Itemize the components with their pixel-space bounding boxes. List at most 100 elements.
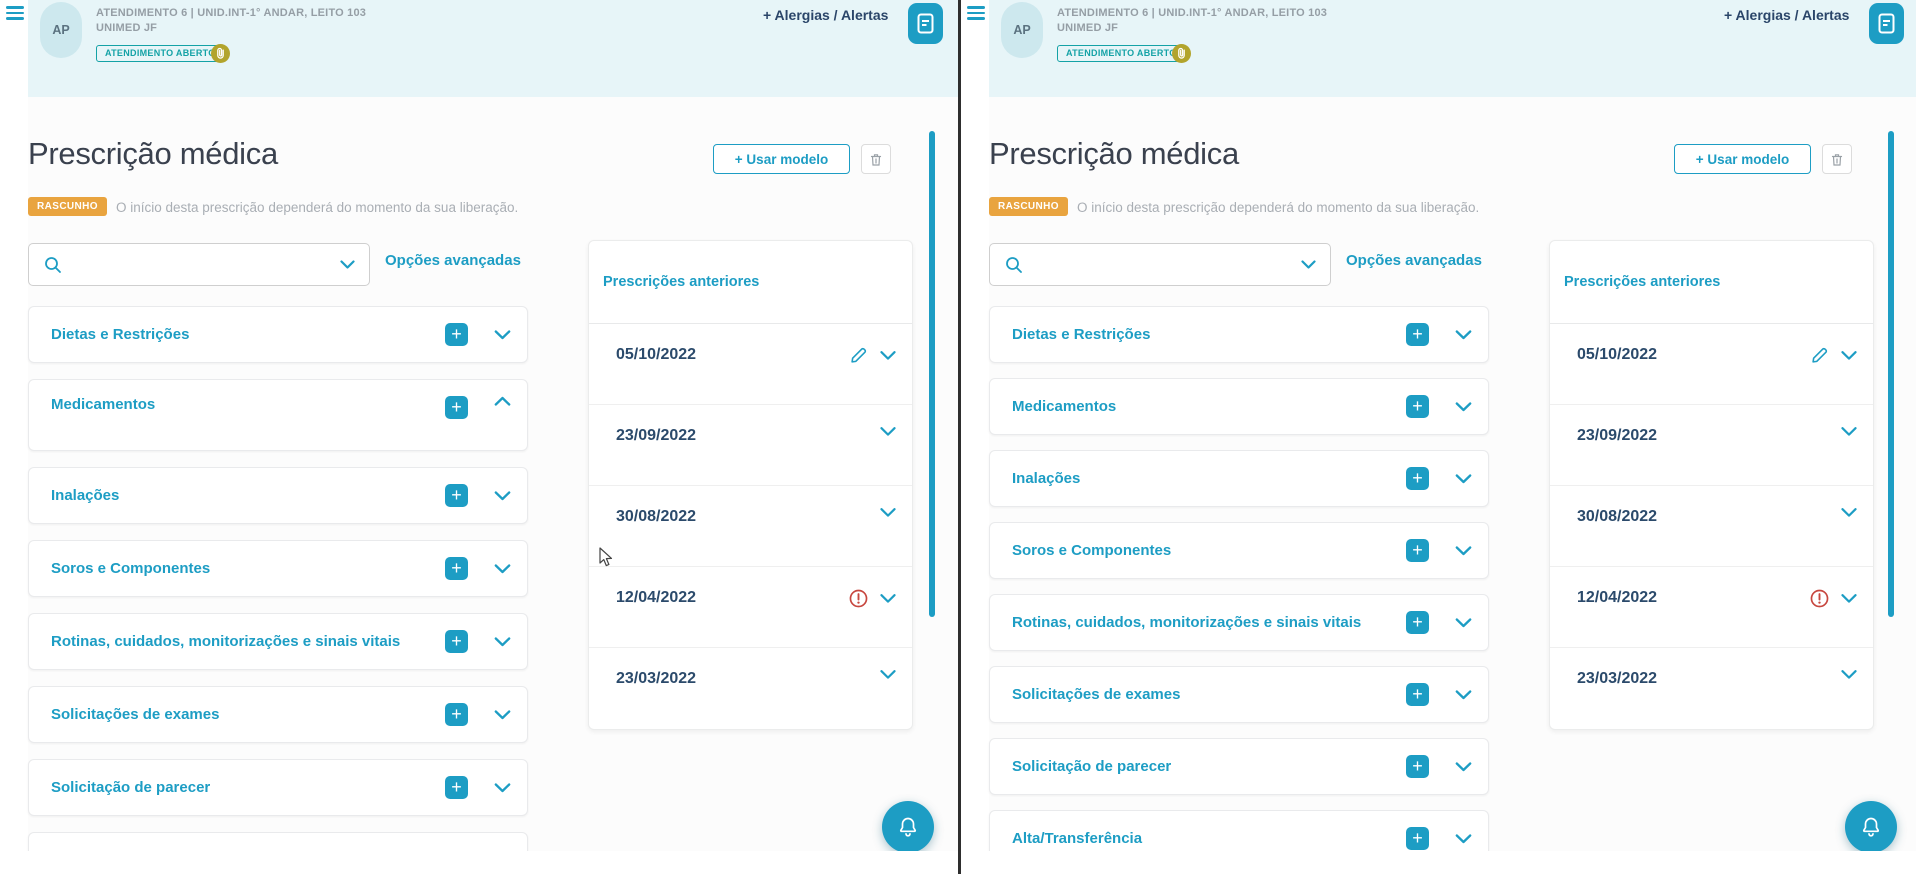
section-card[interactable]: Solicitação de parecer + xyxy=(989,738,1489,795)
chevron-down-icon[interactable] xyxy=(494,782,511,793)
section-label: Rotinas, cuidados, monitorizações e sina… xyxy=(1012,614,1362,631)
section-card[interactable]: Rotinas, cuidados, monitorizações e sina… xyxy=(989,594,1489,651)
advanced-options-link[interactable]: Opções avançadas xyxy=(1346,252,1482,269)
search-input[interactable] xyxy=(71,255,332,274)
search-combobox[interactable] xyxy=(28,243,370,286)
prescription-row[interactable]: 05/10/2022 xyxy=(589,324,912,405)
notifications-fab[interactable] xyxy=(1845,801,1897,853)
use-template-button[interactable]: + Usar modelo xyxy=(1674,144,1811,174)
bell-icon xyxy=(899,817,917,837)
paperclip-icon[interactable] xyxy=(1172,44,1191,63)
add-item-button[interactable]: + xyxy=(1406,323,1429,346)
allergies-alerts-link[interactable]: + Alergias / Alertas xyxy=(1724,7,1850,23)
section-label: Dietas e Restrições xyxy=(51,326,190,343)
prescription-row[interactable]: 12/04/2022 xyxy=(1550,567,1873,648)
section-card[interactable]: Soros e Componentes + xyxy=(28,540,528,597)
section-card[interactable]: Inalações + xyxy=(989,450,1489,507)
section-card[interactable]: Solicitações de exames + xyxy=(28,686,528,743)
chevron-down-icon[interactable] xyxy=(494,709,511,720)
chevron-down-icon[interactable] xyxy=(1455,689,1472,700)
delete-prescription-button[interactable] xyxy=(861,144,891,174)
document-button[interactable] xyxy=(908,3,943,44)
prescription-row[interactable]: 23/03/2022 xyxy=(589,648,912,729)
section-card[interactable]: Solicitação de parecer + xyxy=(28,759,528,816)
chevron-down-icon[interactable] xyxy=(1841,350,1857,360)
prescription-row[interactable]: 23/03/2022 xyxy=(1550,648,1873,729)
chevron-down-icon[interactable] xyxy=(494,636,511,647)
chevron-down-icon[interactable] xyxy=(1455,833,1472,844)
chevron-down-icon[interactable] xyxy=(880,594,896,603)
prescription-row[interactable]: 12/04/2022 xyxy=(589,567,912,648)
section-card[interactable]: Inalações + xyxy=(28,467,528,524)
section-card[interactable]: Rotinas, cuidados, monitorizações e sina… xyxy=(28,613,528,670)
document-button[interactable] xyxy=(1869,3,1904,44)
add-item-button[interactable]: + xyxy=(1406,827,1429,850)
previous-prescriptions-list: 05/10/2022 23/09/2022 30/08/2022 xyxy=(1550,324,1873,729)
add-item-button[interactable]: + xyxy=(1406,539,1429,562)
chevron-down-icon[interactable] xyxy=(340,260,355,269)
prescription-row[interactable]: 23/09/2022 xyxy=(589,405,912,486)
chevron-down-icon[interactable] xyxy=(1301,260,1316,269)
chevron-down-icon[interactable] xyxy=(1455,329,1472,340)
add-item-button[interactable]: + xyxy=(445,323,468,346)
chevron-down-icon[interactable] xyxy=(880,427,896,436)
search-combobox[interactable] xyxy=(989,243,1331,286)
prescription-row[interactable]: 30/08/2022 xyxy=(589,486,912,567)
chevron-down-icon[interactable] xyxy=(1841,594,1857,603)
avatar: AP xyxy=(40,2,82,58)
chevron-down-icon[interactable] xyxy=(1841,670,1857,679)
notifications-fab[interactable] xyxy=(882,801,934,853)
delete-prescription-button[interactable] xyxy=(1822,144,1852,174)
allergies-alerts-link[interactable]: + Alergias / Alertas xyxy=(763,7,889,23)
chevron-down-icon[interactable] xyxy=(1455,545,1472,556)
chevron-down-icon[interactable] xyxy=(880,508,896,517)
section-card[interactable]: Dietas e Restrições + xyxy=(28,306,528,363)
add-item-button[interactable]: + xyxy=(445,557,468,580)
menu-icon[interactable] xyxy=(967,6,985,20)
add-item-button[interactable]: + xyxy=(1406,683,1429,706)
add-item-button[interactable]: + xyxy=(445,484,468,507)
add-item-button[interactable]: + xyxy=(1406,467,1429,490)
add-item-button[interactable]: + xyxy=(1406,755,1429,778)
section-card[interactable]: Solicitações de exames + xyxy=(989,666,1489,723)
scrollbar-thumb[interactable] xyxy=(929,131,935,617)
chevron-down-icon[interactable] xyxy=(494,329,511,340)
add-item-button[interactable]: + xyxy=(445,703,468,726)
add-item-button[interactable]: + xyxy=(1406,611,1429,634)
section-card[interactable]: Medicamentos + xyxy=(989,378,1489,435)
prescription-row[interactable]: 23/09/2022 xyxy=(1550,405,1873,486)
chevron-down-icon[interactable] xyxy=(494,396,511,406)
paperclip-icon[interactable] xyxy=(211,44,230,63)
prescription-row[interactable]: 05/10/2022 xyxy=(1550,324,1873,405)
add-item-button[interactable]: + xyxy=(445,776,468,799)
use-template-button[interactable]: + Usar modelo xyxy=(713,144,850,174)
section-card[interactable]: Medicamentos + xyxy=(28,379,528,451)
chevron-down-icon[interactable] xyxy=(1455,473,1472,484)
add-item-button[interactable]: + xyxy=(445,396,468,419)
edit-icon[interactable] xyxy=(850,346,868,364)
menu-icon[interactable] xyxy=(6,6,24,20)
add-item-button[interactable]: + xyxy=(445,630,468,653)
section-label: Medicamentos xyxy=(1012,398,1117,415)
chevron-down-icon[interactable] xyxy=(1455,617,1472,628)
edit-icon[interactable] xyxy=(1811,346,1829,364)
chevron-down-icon[interactable] xyxy=(880,350,896,360)
sections-list: Dietas e Restrições + Medicamentos + Ina… xyxy=(28,306,528,874)
chevron-down-icon[interactable] xyxy=(1841,427,1857,436)
chevron-down-icon[interactable] xyxy=(1455,401,1472,412)
prescription-date: 23/09/2022 xyxy=(1577,427,1658,444)
chevron-down-icon[interactable] xyxy=(494,563,511,574)
chevron-down-icon[interactable] xyxy=(494,490,511,501)
add-item-button[interactable]: + xyxy=(1406,395,1429,418)
warning-icon xyxy=(1810,589,1829,608)
advanced-options-link[interactable]: Opções avançadas xyxy=(385,252,521,269)
chevron-down-icon[interactable] xyxy=(880,670,896,679)
prescription-row[interactable]: 30/08/2022 xyxy=(1550,486,1873,567)
section-card[interactable]: Soros e Componentes + xyxy=(989,522,1489,579)
chevron-down-icon[interactable] xyxy=(1841,508,1857,517)
chevron-down-icon[interactable] xyxy=(1455,761,1472,772)
window-gutter xyxy=(0,0,28,874)
search-input[interactable] xyxy=(1032,255,1293,274)
scrollbar-thumb[interactable] xyxy=(1888,131,1894,617)
section-card[interactable]: Dietas e Restrições + xyxy=(989,306,1489,363)
